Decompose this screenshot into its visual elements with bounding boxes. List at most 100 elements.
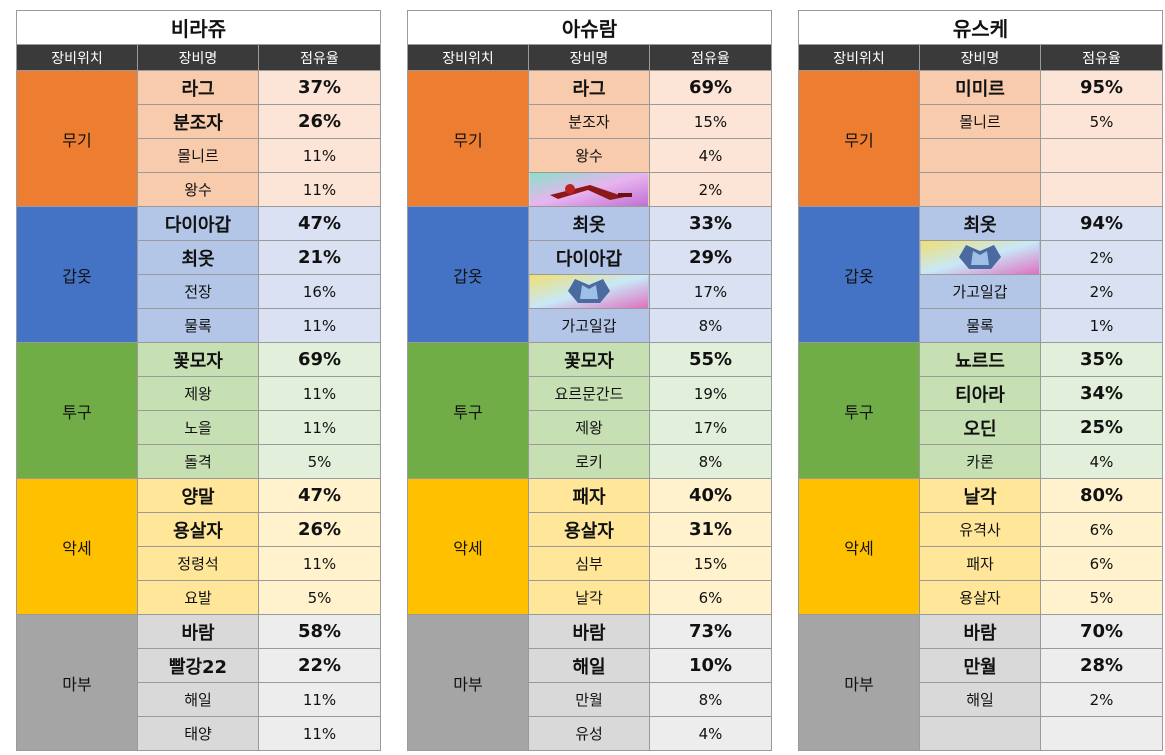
item-name: 제왕 [528, 410, 650, 445]
category-cell: 마부 [798, 614, 920, 751]
item-name [919, 172, 1041, 207]
item-name: 바람 [919, 614, 1041, 649]
item-share: 19% [649, 376, 772, 411]
item-name: 미미르 [919, 70, 1041, 105]
category-cell: 투구 [407, 342, 529, 479]
table-row: 오딘 25% [799, 410, 1163, 445]
table-row: 투구 꽃모자 69% [16, 342, 381, 479]
item-name [919, 716, 1041, 751]
item-name: 양말 [137, 478, 259, 513]
item-name: 물록 [137, 308, 259, 343]
table-row: 분조자 15% [408, 104, 772, 139]
item-share: 11% [258, 682, 381, 717]
item-share: 25% [1040, 410, 1163, 445]
item-name: 날각 [528, 580, 650, 615]
table-row: 갑옷 최옷 94% [798, 206, 1163, 343]
item-name: 왕수 [528, 138, 650, 173]
table-row: 제왕 11% [17, 376, 381, 411]
item-name: 유성 [528, 716, 650, 751]
table-row: 정령석 11% [17, 546, 381, 581]
category-cell: 무기 [798, 70, 920, 207]
table-yuseuke: 유스케 장비위치 장비명 점유율 무기 미미르 95% 몰니르 5% 갑옷 최옷 94% 2% 가고일갑 2… [798, 10, 1163, 751]
table-row: 날각 6% [408, 580, 772, 615]
item-share: 37% [258, 70, 381, 105]
table-row: 가고일갑 8% [408, 308, 772, 343]
item-name: 용살자 [528, 512, 650, 547]
item-name: 날각 [919, 478, 1041, 513]
category-cell: 무기 [16, 70, 138, 207]
item-name: 몰니르 [919, 104, 1041, 139]
item-share: 11% [258, 308, 381, 343]
item-name: 로키 [528, 444, 650, 479]
category-cell: 갑옷 [407, 206, 529, 343]
item-share: 11% [258, 410, 381, 445]
table-row: 마부 바람 73% [407, 614, 772, 751]
header-item: 장비명 [137, 44, 259, 71]
table-row: 왕수 4% [408, 138, 772, 173]
table-row: 물록 11% [17, 308, 381, 343]
item-share: 11% [258, 546, 381, 581]
item-name: 최옷 [919, 206, 1041, 241]
header-share: 점유율 [1040, 44, 1163, 71]
table-row: 요발 5% [17, 580, 381, 615]
item-share: 1% [1040, 308, 1163, 343]
table-row: 심부 15% [408, 546, 772, 581]
item-share: 2% [1040, 682, 1163, 717]
item-share [1040, 172, 1163, 207]
table-row: 마부 바람 58% [16, 614, 381, 751]
item-share: 4% [1040, 444, 1163, 479]
table-ashuram: 아슈람 장비위치 장비명 점유율 무기 라그 69% 분조자 15% 왕수 4% 2% 갑옷 최옷 33% 다… [407, 10, 772, 751]
item-name: 용살자 [137, 512, 259, 547]
item-name: 꽃모자 [528, 342, 650, 377]
item-share: 5% [258, 580, 381, 615]
item-name: 돌격 [137, 444, 259, 479]
item-share: 55% [649, 342, 772, 377]
item-share: 26% [258, 512, 381, 547]
table-row: 투구 뇨르드 35% [798, 342, 1163, 479]
item-share: 33% [649, 206, 772, 241]
item-name: 바람 [528, 614, 650, 649]
category-cell: 갑옷 [16, 206, 138, 343]
item-share: 6% [1040, 546, 1163, 581]
item-share: 16% [258, 274, 381, 309]
item-name: 최옷 [137, 240, 259, 275]
header-slot: 장비위치 [798, 44, 920, 71]
category-cell: 투구 [16, 342, 138, 479]
item-name: 유격사 [919, 512, 1041, 547]
table-row: 갑옷 최옷 33% [407, 206, 772, 343]
table-birajyu: 비라쥬 장비위치 장비명 점유율 무기 라그 37% 분조자 26% 몰니르 11% 왕수 11% 갑옷 다… [16, 10, 381, 751]
item-name: 태양 [137, 716, 259, 751]
item-share: 31% [649, 512, 772, 547]
item-share: 4% [649, 716, 772, 751]
item-share: 34% [1040, 376, 1163, 411]
item-name: 심부 [528, 546, 650, 581]
armor-item-image [921, 241, 1039, 274]
item-name: 패자 [919, 546, 1041, 581]
item-share: 69% [649, 70, 772, 105]
item-share: 5% [258, 444, 381, 479]
item-name: 요르문간드 [528, 376, 650, 411]
item-name: 전장 [137, 274, 259, 309]
item-name: 라그 [528, 70, 650, 105]
item-name: 라그 [137, 70, 259, 105]
item-name: 패자 [528, 478, 650, 513]
item-name: 정령석 [137, 546, 259, 581]
table-row: 17% [408, 274, 772, 309]
item-share: 8% [649, 682, 772, 717]
table-row: 유성 4% [408, 716, 772, 751]
item-share: 11% [258, 172, 381, 207]
table-title: 유스케 [798, 10, 1163, 45]
item-share: 40% [649, 478, 772, 513]
item-share: 11% [258, 716, 381, 751]
table-row: 무기 라그 69% [407, 70, 772, 207]
item-share: 22% [258, 648, 381, 683]
item-share: 35% [1040, 342, 1163, 377]
item-share: 2% [649, 172, 772, 207]
item-share: 15% [649, 546, 772, 581]
item-share: 95% [1040, 70, 1163, 105]
item-share: 4% [649, 138, 772, 173]
table-row [799, 716, 1163, 751]
table-row [799, 138, 1163, 173]
table-row: 악세 양말 47% [16, 478, 381, 615]
header-item: 장비명 [919, 44, 1041, 71]
